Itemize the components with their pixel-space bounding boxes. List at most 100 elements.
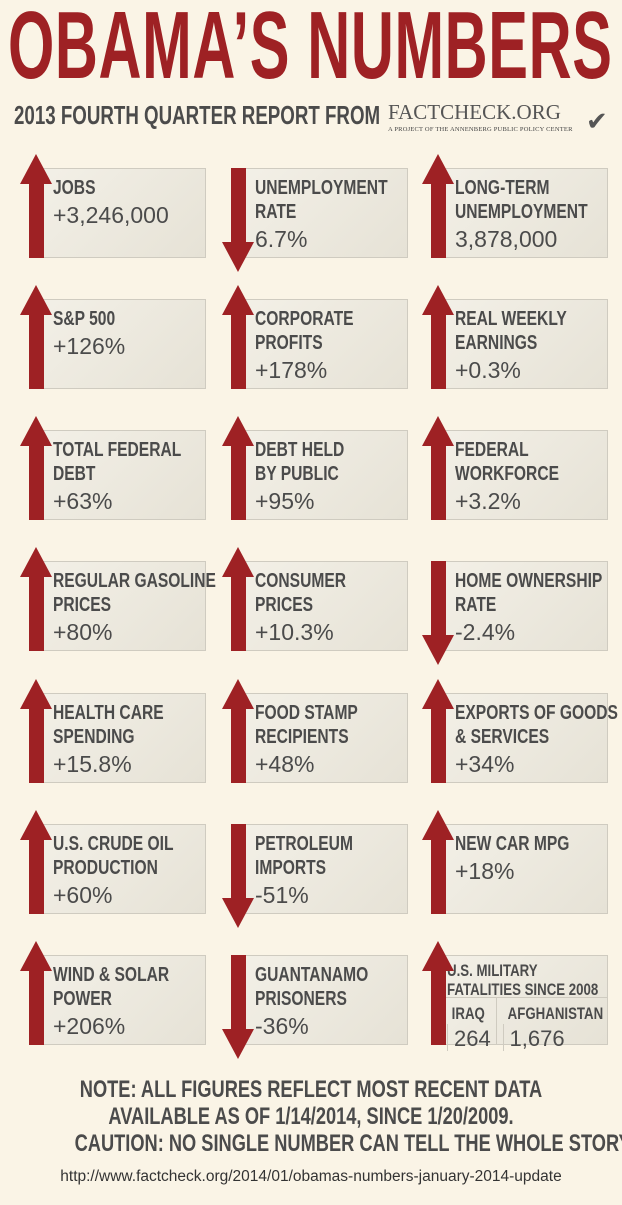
arrow-up-icon <box>20 285 52 389</box>
arrow-up-icon <box>422 416 454 520</box>
arrow-up-icon <box>422 154 454 258</box>
stat-value: +126% <box>53 333 126 359</box>
stat-card: REGULAR GASOLINE PRICES +80% <box>12 543 216 674</box>
stat-value: +18% <box>455 858 515 884</box>
arrow-up-icon <box>20 810 52 914</box>
stat-label: EARNINGS <box>455 332 538 354</box>
page-title: OBAMA’S NUMBERS <box>0 2 622 90</box>
stat-card: U.S. CRUDE OIL PRODUCTION +60% <box>12 806 212 937</box>
stat-box: REGULAR GASOLINE PRICES +80% <box>38 561 216 651</box>
stat-value: +3,246,000 <box>53 202 169 228</box>
stat-label: PRODUCTION <box>53 857 158 879</box>
note-line: AVAILABLE AS OF 1/14/2014, SINCE 1/20/20… <box>108 1103 514 1130</box>
stat-value: +95% <box>255 488 315 514</box>
arrow-down-icon <box>222 955 254 1059</box>
stat-box: HOME OWNERSHIP RATE -2.4% <box>440 561 608 651</box>
stat-value: +80% <box>53 619 113 645</box>
stat-card: PETROLEUM IMPORTS -51% <box>214 806 414 937</box>
stat-box: CONSUMER PRICES +10.3% <box>240 561 408 651</box>
stat-box: LONG-TERM UNEMPLOYMENT 3,878,000 <box>440 168 608 258</box>
stat-label: PETROLEUM <box>255 833 353 855</box>
stat-card: REAL WEEKLY EARNINGS +0.3% <box>414 281 614 412</box>
stat-box: U.S. MILITARY FATALITIES SINCE 2008 IRAQ 26… <box>440 955 608 1051</box>
stat-value: 3,878,000 <box>455 226 558 252</box>
stat-value: +3.2% <box>455 488 521 514</box>
stat-label: WIND & SOLAR <box>53 964 170 986</box>
stat-label: S&P 500 <box>53 308 116 330</box>
checkmark-icon: ✔ <box>586 106 608 136</box>
stat-box: FOOD STAMP RECIPIENTS +48% <box>240 693 408 783</box>
iraq-label: IRAQ <box>451 1004 485 1023</box>
afghanistan-cell: AFGHANISTAN 1,676 <box>495 998 622 1051</box>
stat-card: HOME OWNERSHIP RATE -2.4% <box>414 543 614 674</box>
title-text: OBAMA’S NUMBERS <box>8 2 613 90</box>
stat-box: JOBS +3,246,000 <box>38 168 206 258</box>
arrow-up-icon <box>422 810 454 914</box>
arrow-up-icon <box>222 285 254 389</box>
arrow-up-icon <box>20 416 52 520</box>
stat-value: -2.4% <box>455 619 516 645</box>
arrow-up-icon <box>222 416 254 520</box>
stat-label: NEW CAR MPG <box>455 833 570 855</box>
iraq-value: 264 <box>447 1024 496 1051</box>
stat-label: IMPORTS <box>255 857 327 879</box>
stat-label: RECIPIENTS <box>255 726 349 748</box>
stat-box: PETROLEUM IMPORTS -51% <box>240 824 408 914</box>
stat-value: +63% <box>53 488 113 514</box>
arrow-up-icon <box>20 154 52 258</box>
stat-label: SPENDING <box>53 726 135 748</box>
stat-label: U.S. CRUDE OIL <box>53 833 174 855</box>
stat-box: S&P 500 +126% <box>38 299 206 389</box>
stat-card: TOTAL FEDERAL DEBT +63% <box>12 412 212 543</box>
stat-card: HEALTH CARE SPENDING +15.8% <box>12 675 212 806</box>
stat-label: PRISONERS <box>255 988 347 1010</box>
stat-value: +10.3% <box>255 619 334 645</box>
arrow-up-icon <box>222 679 254 783</box>
stat-card: FOOD STAMP RECIPIENTS +48% <box>214 675 414 806</box>
stat-value: +60% <box>53 882 113 908</box>
logo-name: FactCheck.org <box>388 100 561 124</box>
stat-label: REGULAR GASOLINE <box>53 570 216 592</box>
note-line: NOTE: ALL FIGURES REFLECT MOST RECENT DA… <box>79 1076 543 1103</box>
stat-card: CORPORATE PROFITS +178% <box>214 281 414 412</box>
stat-value: +34% <box>455 751 515 777</box>
stat-value: -51% <box>255 882 309 908</box>
stat-label: UNEMPLOYMENT <box>455 201 588 223</box>
stat-card: CONSUMER PRICES +10.3% <box>214 543 414 674</box>
stat-card: FEDERAL WORKFORCE +3.2% <box>414 412 614 543</box>
stat-box: REAL WEEKLY EARNINGS +0.3% <box>440 299 608 389</box>
stat-label: & SERVICES <box>455 726 550 748</box>
stat-card: GUANTANAMO PRISONERS -36% <box>214 937 414 1068</box>
stat-label: JOBS <box>53 177 96 199</box>
stat-value: +0.3% <box>455 357 521 383</box>
stat-box: DEBT HELD BY PUBLIC +95% <box>240 430 408 520</box>
stat-label: RATE <box>455 594 497 616</box>
stat-box: NEW CAR MPG +18% <box>440 824 608 914</box>
afghanistan-label: AFGHANISTAN <box>507 1004 603 1023</box>
stat-box: GUANTANAMO PRISONERS -36% <box>240 955 408 1045</box>
stat-box: UNEMPLOYMENT RATE 6.7% <box>240 168 408 258</box>
arrow-down-icon <box>422 561 454 665</box>
arrow-up-icon <box>20 547 52 651</box>
arrow-down-icon <box>222 168 254 272</box>
stat-label: UNEMPLOYMENT <box>255 177 388 199</box>
stat-label: FOOD STAMP <box>255 702 358 724</box>
stat-card: LONG-TERM UNEMPLOYMENT 3,878,000 <box>414 150 614 281</box>
source-url[interactable]: http://www.factcheck.org/2014/01/obamas-… <box>60 1168 562 1185</box>
stat-card: JOBS +3,246,000 <box>12 150 212 281</box>
stat-label: REAL WEEKLY <box>455 308 567 330</box>
stat-value: 6.7% <box>255 226 308 252</box>
stat-label: CONSUMER <box>255 570 347 592</box>
stat-card: NEW CAR MPG +18% <box>414 806 614 937</box>
stat-label: HOME OWNERSHIP <box>455 570 603 592</box>
stat-value: -36% <box>255 1013 309 1039</box>
arrow-down-icon <box>222 824 254 928</box>
note-line: CAUTION: NO SINGLE NUMBER CAN TELL THE W… <box>74 1130 622 1157</box>
arrow-up-icon <box>20 941 52 1045</box>
stat-card: S&P 500 +126% <box>12 281 212 412</box>
stat-label: RATE <box>255 201 297 223</box>
stat-value: +48% <box>255 751 315 777</box>
stat-label: WORKFORCE <box>455 463 559 485</box>
stat-label: HEALTH CARE <box>53 702 164 724</box>
